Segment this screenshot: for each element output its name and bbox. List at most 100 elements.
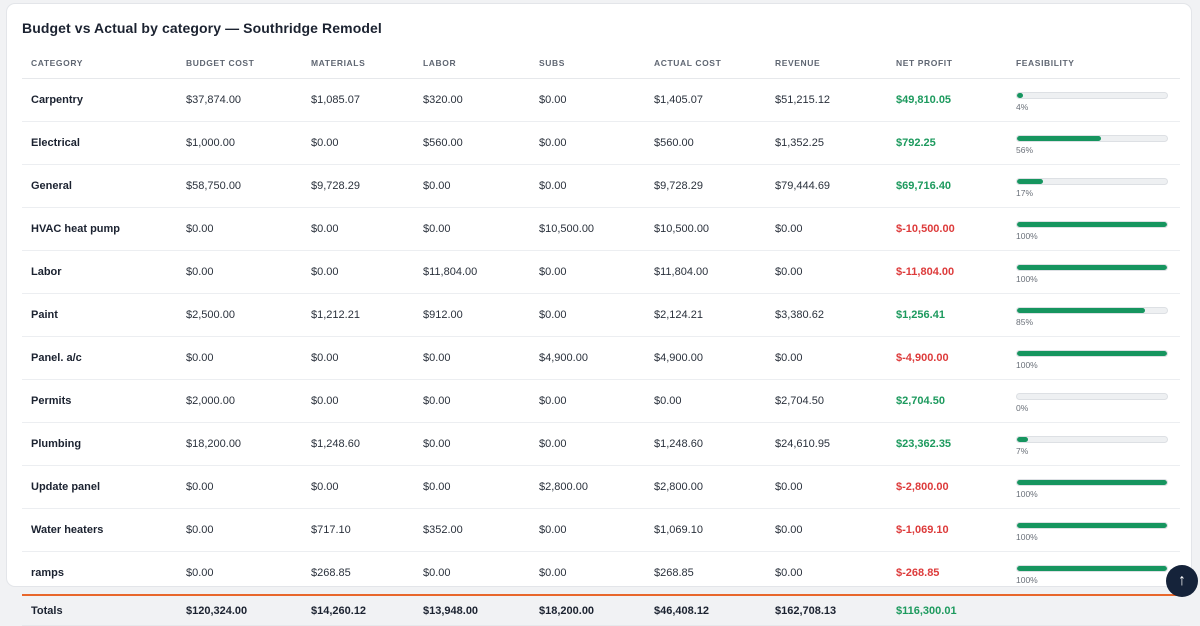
cell-labor: $0.00 xyxy=(414,551,530,596)
cell-budget-cost: $1,000.00 xyxy=(177,121,302,165)
cell-net-profit: $792.25 xyxy=(887,121,1007,165)
feasibility-percent: 100% xyxy=(1016,489,1038,499)
col-header-actual-cost: ACTUAL COST xyxy=(645,48,766,79)
cell-actual-cost: $4,900.00 xyxy=(645,336,766,380)
cell-actual-cost: $1,405.07 xyxy=(645,78,766,122)
feasibility-bar-fill xyxy=(1017,437,1028,442)
cell-materials: $1,212.21 xyxy=(302,293,414,337)
cell-labor: $352.00 xyxy=(414,508,530,552)
totals-feasibility-empty xyxy=(1007,594,1180,626)
cell-materials: $0.00 xyxy=(302,207,414,251)
feasibility-bar-fill xyxy=(1017,480,1167,485)
totals-labor: $13,948.00 xyxy=(414,594,530,626)
cell-budget-cost: $0.00 xyxy=(177,508,302,552)
table-row: Water heaters $0.00 $717.10 $352.00 $0.00 $1,… xyxy=(22,508,1180,552)
cell-labor: $0.00 xyxy=(414,379,530,423)
feasibility-percent: 100% xyxy=(1016,274,1038,284)
table-row: ramps $0.00 $268.85 $0.00 $0.00 $268.85 $0.00 $… xyxy=(22,551,1180,596)
feasibility-percent: 4% xyxy=(1016,102,1029,112)
cell-actual-cost: $1,248.60 xyxy=(645,422,766,466)
totals-label: Totals xyxy=(22,594,177,626)
cell-category: HVAC heat pump xyxy=(22,207,177,251)
cell-category: Permits xyxy=(22,379,177,423)
feasibility-bar xyxy=(1016,436,1168,443)
totals-revenue: $162,708.13 xyxy=(766,594,887,626)
cell-feasibility: 56% xyxy=(1007,121,1180,165)
feasibility-bar xyxy=(1016,135,1168,142)
cell-budget-cost: $18,200.00 xyxy=(177,422,302,466)
cell-net-profit: $23,362.35 xyxy=(887,422,1007,466)
cell-revenue: $2,704.50 xyxy=(766,379,887,423)
feasibility-bar-fill xyxy=(1017,523,1167,528)
cell-revenue: $24,610.95 xyxy=(766,422,887,466)
cell-actual-cost: $560.00 xyxy=(645,121,766,165)
cell-revenue: $1,352.25 xyxy=(766,121,887,165)
cell-materials: $268.85 xyxy=(302,551,414,596)
cell-budget-cost: $0.00 xyxy=(177,250,302,294)
cell-net-profit: $-1,069.10 xyxy=(887,508,1007,552)
cell-feasibility: 100% xyxy=(1007,207,1180,251)
table-row: Permits $2,000.00 $0.00 $0.00 $0.00 $0.00 $2,7… xyxy=(22,379,1180,423)
feasibility-bar xyxy=(1016,565,1168,572)
cell-labor: $0.00 xyxy=(414,465,530,509)
cell-net-profit: $-10,500.00 xyxy=(887,207,1007,251)
feasibility-percent: 7% xyxy=(1016,446,1029,456)
col-header-labor: LABOR xyxy=(414,48,530,79)
feasibility-bar-fill xyxy=(1017,179,1043,184)
cell-feasibility: 7% xyxy=(1007,422,1180,466)
cell-materials: $1,085.07 xyxy=(302,78,414,122)
scroll-to-top-button[interactable]: ↑ xyxy=(1166,565,1198,597)
totals-row: Totals $120,324.00 $14,260.12 $13,948.00… xyxy=(22,594,1180,626)
cell-materials: $9,728.29 xyxy=(302,164,414,208)
cell-revenue: $79,444.69 xyxy=(766,164,887,208)
table-row: Electrical $1,000.00 $0.00 $560.00 $0.00 $560… xyxy=(22,121,1180,165)
cell-feasibility: 100% xyxy=(1007,250,1180,294)
cell-revenue: $0.00 xyxy=(766,207,887,251)
cell-budget-cost: $0.00 xyxy=(177,551,302,596)
cell-budget-cost: $37,874.00 xyxy=(177,78,302,122)
cell-budget-cost: $0.00 xyxy=(177,465,302,509)
table-row: Labor $0.00 $0.00 $11,804.00 $0.00 $11,804.00… xyxy=(22,250,1180,294)
cell-net-profit: $49,810.05 xyxy=(887,78,1007,122)
totals-net-profit: $116,300.01 xyxy=(887,594,1007,626)
cell-feasibility: 100% xyxy=(1007,465,1180,509)
cell-category: Labor xyxy=(22,250,177,294)
cell-revenue: $0.00 xyxy=(766,465,887,509)
card-title: Budget vs Actual by category — Southridg… xyxy=(22,20,382,36)
cell-budget-cost: $0.00 xyxy=(177,207,302,251)
feasibility-bar-fill xyxy=(1017,222,1167,227)
cell-budget-cost: $2,500.00 xyxy=(177,293,302,337)
feasibility-bar-fill xyxy=(1017,136,1101,141)
cell-category: Panel. a/c xyxy=(22,336,177,380)
cell-feasibility: 0% xyxy=(1007,379,1180,423)
cell-subs: $0.00 xyxy=(530,78,645,122)
table-row: Carpentry $37,874.00 $1,085.07 $320.00 $0.00… xyxy=(22,78,1180,122)
cell-revenue: $3,380.62 xyxy=(766,293,887,337)
cell-labor: $0.00 xyxy=(414,207,530,251)
arrow-up-icon: ↑ xyxy=(1178,572,1186,589)
totals-subs: $18,200.00 xyxy=(530,594,645,626)
cell-net-profit: $-4,900.00 xyxy=(887,336,1007,380)
feasibility-percent: 56% xyxy=(1016,145,1034,155)
table-header-row: CATEGORY BUDGET COST MATERIALS LABOR SUB… xyxy=(22,48,1180,79)
table-row: HVAC heat pump $0.00 $0.00 $0.00 $10,500.00 $… xyxy=(22,207,1180,251)
cell-feasibility: 4% xyxy=(1007,78,1180,122)
cell-labor: $912.00 xyxy=(414,293,530,337)
cell-labor: $0.00 xyxy=(414,164,530,208)
cell-subs: $0.00 xyxy=(530,164,645,208)
cell-category: Carpentry xyxy=(22,78,177,122)
cell-subs: $0.00 xyxy=(530,250,645,294)
cell-subs: $0.00 xyxy=(530,508,645,552)
feasibility-bar xyxy=(1016,178,1168,185)
cell-feasibility: 17% xyxy=(1007,164,1180,208)
cell-subs: $2,800.00 xyxy=(530,465,645,509)
feasibility-bar-fill xyxy=(1017,351,1167,356)
feasibility-bar xyxy=(1016,350,1168,357)
feasibility-bar xyxy=(1016,522,1168,529)
cell-labor: $0.00 xyxy=(414,422,530,466)
cell-budget-cost: $2,000.00 xyxy=(177,379,302,423)
cell-actual-cost: $9,728.29 xyxy=(645,164,766,208)
feasibility-percent: 100% xyxy=(1016,532,1038,542)
feasibility-bar-fill xyxy=(1017,566,1167,571)
totals-actual: $46,408.12 xyxy=(645,594,766,626)
